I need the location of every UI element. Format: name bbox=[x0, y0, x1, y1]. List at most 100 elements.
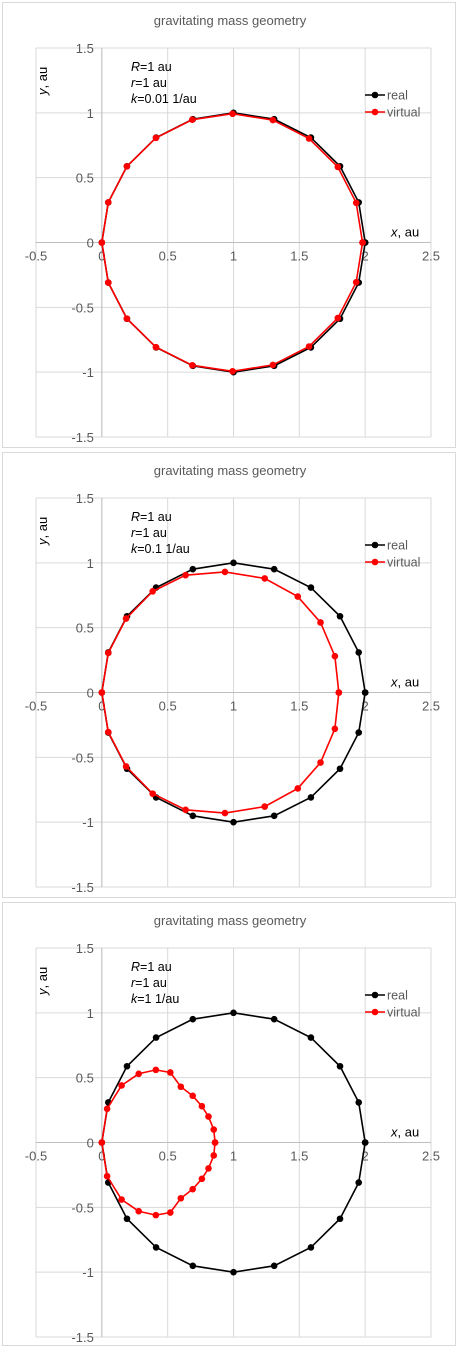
x-tick-label: 1.5 bbox=[290, 699, 308, 714]
point-virtual bbox=[229, 367, 236, 375]
x-axis-label: x, au bbox=[390, 1125, 419, 1140]
point-virtual bbox=[359, 239, 366, 246]
point-virtual bbox=[149, 790, 156, 797]
y-tick-label: 0.5 bbox=[76, 171, 94, 186]
point-real bbox=[189, 565, 197, 573]
param-value: =1 au bbox=[135, 976, 167, 990]
point-real bbox=[307, 1034, 315, 1041]
y-axis-label: y, au bbox=[35, 517, 50, 546]
x-tick-label: 1 bbox=[230, 249, 237, 264]
legend-marker-virtual bbox=[371, 558, 379, 566]
point-virtual bbox=[305, 343, 313, 350]
point-virtual bbox=[269, 361, 277, 369]
y-tick-label: 1.5 bbox=[76, 491, 94, 506]
param-r: r=1 au bbox=[131, 526, 167, 540]
point-virtual bbox=[317, 759, 324, 766]
point-virtual bbox=[149, 588, 156, 595]
legend-label-virtual: virtual bbox=[387, 106, 420, 120]
point-virtual bbox=[188, 116, 196, 124]
point-virtual bbox=[167, 1209, 174, 1216]
y-axis-label-unit: , au bbox=[35, 967, 50, 989]
y-tick-label: -1.5 bbox=[71, 1330, 93, 1345]
legend-label-real: real bbox=[387, 89, 408, 103]
param-value: =1 au bbox=[140, 960, 172, 974]
point-virtual bbox=[103, 1105, 111, 1113]
x-tick-label: 2.5 bbox=[422, 699, 440, 714]
point-virtual bbox=[198, 1175, 206, 1183]
x-tick-label: -0.5 bbox=[25, 249, 47, 264]
legend-marker-real bbox=[371, 91, 379, 99]
x-tick-label: 1 bbox=[230, 1149, 237, 1164]
y-tick-label: 0.5 bbox=[76, 621, 94, 636]
x-tick-label: 0.5 bbox=[159, 1149, 177, 1164]
x-axis-label-var: x bbox=[390, 675, 398, 690]
param-value: =1 au bbox=[140, 510, 172, 524]
x-tick-label: 0.5 bbox=[159, 249, 177, 264]
x-axis-label-var: x bbox=[390, 225, 398, 240]
point-virtual bbox=[152, 134, 160, 142]
param-R: R=1 au bbox=[131, 60, 172, 74]
chart-panel-3: gravitating mass geometry -0.5 0 0.5 1 1.5 2 2.… bbox=[2, 902, 456, 1346]
y-axis-label-unit: , au bbox=[35, 517, 50, 539]
y-tick-label: 1.5 bbox=[76, 41, 94, 56]
point-virtual bbox=[104, 279, 112, 286]
chart-title: gravitating mass geometry bbox=[154, 463, 307, 478]
point-virtual bbox=[98, 239, 106, 246]
point-real bbox=[336, 1062, 344, 1070]
param-value: =1 au bbox=[135, 76, 167, 90]
point-virtual bbox=[221, 568, 229, 576]
point-virtual bbox=[98, 689, 106, 696]
param-symbol: k bbox=[131, 92, 138, 106]
point-virtual bbox=[177, 1083, 185, 1091]
point-real bbox=[336, 1215, 344, 1223]
param-R: R=1 au bbox=[131, 960, 172, 974]
point-virtual bbox=[335, 689, 343, 696]
param-value: =1 au bbox=[135, 526, 167, 540]
point-real bbox=[152, 1034, 160, 1041]
point-real bbox=[307, 794, 315, 801]
point-virtual bbox=[221, 809, 229, 817]
point-real bbox=[355, 649, 363, 656]
x-tick-label: 1.5 bbox=[290, 1149, 308, 1164]
point-virtual bbox=[118, 1196, 125, 1203]
chart-3-svg: gravitating mass geometry -0.5 0 0.5 1 1.5 2 2.… bbox=[25, 913, 440, 1345]
y-tick-label: -1 bbox=[82, 365, 94, 380]
point-virtual bbox=[135, 1070, 142, 1078]
param-symbol: R bbox=[131, 510, 140, 524]
point-virtual bbox=[210, 1126, 218, 1133]
y-tick-label: -0.5 bbox=[71, 300, 93, 315]
chart-panel-2: gravitating mass geometry -0.5 0 0.5 1 1.5 2 2.… bbox=[2, 452, 456, 898]
y-tick-label: -0.5 bbox=[71, 1200, 93, 1215]
point-virtual bbox=[135, 1207, 142, 1215]
point-real bbox=[270, 1015, 278, 1023]
point-virtual bbox=[334, 314, 342, 322]
chart-2-svg: gravitating mass geometry -0.5 0 0.5 1 1.5 2 2.… bbox=[25, 463, 440, 895]
point-virtual bbox=[104, 728, 112, 736]
point-virtual bbox=[210, 1152, 218, 1159]
x-axis-label-var: x bbox=[390, 1125, 398, 1140]
chart-1-svg: gravitating mass geometry -0.5 0 0.5 1 1.5 2 2.… bbox=[25, 13, 440, 445]
point-virtual bbox=[152, 1211, 160, 1219]
legend-marker-virtual bbox=[371, 1008, 379, 1016]
point-real bbox=[307, 1244, 315, 1251]
point-virtual bbox=[103, 1172, 111, 1180]
point-virtual bbox=[188, 361, 196, 369]
point-real bbox=[230, 1009, 237, 1017]
point-real bbox=[230, 818, 237, 826]
point-real bbox=[270, 565, 278, 573]
y-axis-label-var: y bbox=[35, 87, 50, 96]
point-virtual bbox=[261, 803, 269, 810]
param-k: k=0.01 1/au bbox=[131, 92, 197, 106]
x-tick-label: 2 bbox=[362, 699, 369, 714]
point-virtual bbox=[294, 785, 302, 792]
legend-label-real: real bbox=[387, 539, 408, 553]
param-symbol: r bbox=[131, 526, 136, 540]
legend-marker-real bbox=[371, 991, 379, 999]
point-virtual bbox=[331, 725, 339, 733]
y-tick-label: -0.5 bbox=[71, 750, 93, 765]
x-axis-label-unit: , au bbox=[398, 225, 420, 240]
point-virtual bbox=[152, 1066, 160, 1074]
y-tick-label: 1 bbox=[87, 556, 94, 571]
point-virtual bbox=[177, 1194, 185, 1202]
